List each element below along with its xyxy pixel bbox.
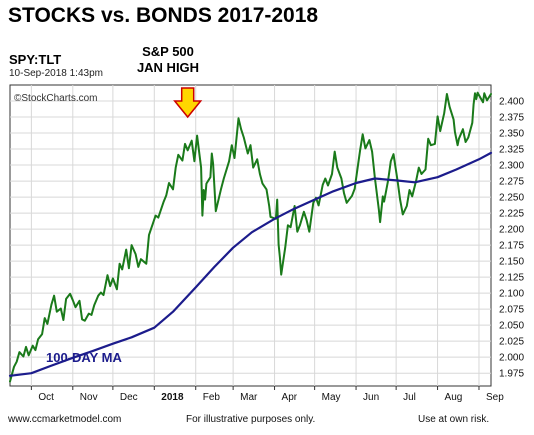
plot-frame <box>9 84 492 387</box>
timestamp-label: 10-Sep-2018 1:43pm <box>9 68 103 79</box>
chart-title: STOCKS vs. BONDS 2017-2018 <box>8 4 319 27</box>
x-tick-label: Apr <box>282 392 298 403</box>
y-tick-label: 2.000 <box>499 353 524 364</box>
y-tick-label: 2.150 <box>499 257 524 268</box>
annotation-jan-high: JAN HIGH <box>136 60 200 75</box>
footer-disclaimer: For illustrative purposes only. <box>186 414 316 425</box>
y-tick-label: 2.025 <box>499 337 524 348</box>
x-tick-label: Oct <box>38 392 54 403</box>
y-tick-label: 2.350 <box>499 129 524 140</box>
x-tick-label: Mar <box>240 392 258 403</box>
series-line-spy-tlt <box>9 91 492 383</box>
watermark-text: ©StockCharts.com <box>14 93 98 104</box>
y-tick-label: 2.400 <box>499 97 524 108</box>
series-line-100-day-ma <box>8 151 493 377</box>
grid <box>10 85 491 386</box>
axes: 1.975 2.000 2.025 2.050 2.075 2.100 2.125 2.150… <box>30 97 524 403</box>
footer-website: www.ccmarketmodel.com <box>8 414 122 425</box>
y-tick-label: 2.375 <box>499 113 524 124</box>
y-tick-label: 2.275 <box>499 177 524 188</box>
y-tick-label: 2.175 <box>499 241 524 252</box>
y-tick-label: 2.075 <box>499 305 524 316</box>
x-tick-label: Jul <box>403 392 416 403</box>
y-tick-label: 2.100 <box>499 289 524 300</box>
x-tick-label: Sep <box>486 392 504 403</box>
y-tick-label: 1.975 <box>499 369 524 380</box>
y-tick-label: 2.125 <box>499 273 524 284</box>
footer-risk-note: Use at own risk. <box>418 414 490 425</box>
y-tick-label: 2.225 <box>499 209 524 220</box>
down-arrow-icon <box>173 87 203 119</box>
x-tick-label: Jun <box>363 392 379 403</box>
y-tick-label: 2.200 <box>499 225 524 236</box>
y-tick-label: 2.050 <box>499 321 524 332</box>
x-tick-label: May <box>322 392 341 403</box>
x-tick-label: Nov <box>80 392 98 403</box>
series-layer <box>8 91 493 383</box>
x-tick-label: Feb <box>203 392 221 403</box>
x-tick-label: 2018 <box>161 392 184 403</box>
y-tick-label: 2.325 <box>499 145 524 156</box>
y-tick-label: 2.300 <box>499 161 524 172</box>
x-tick-label: Aug <box>445 392 463 403</box>
symbol-label: SPY:TLT <box>9 52 62 67</box>
x-tick-label: Dec <box>120 392 138 403</box>
series-label-100-day-ma: 100-DAY MA <box>46 350 122 365</box>
annotation-sp500: S&P 500 <box>142 44 194 59</box>
y-tick-label: 2.250 <box>499 193 524 204</box>
